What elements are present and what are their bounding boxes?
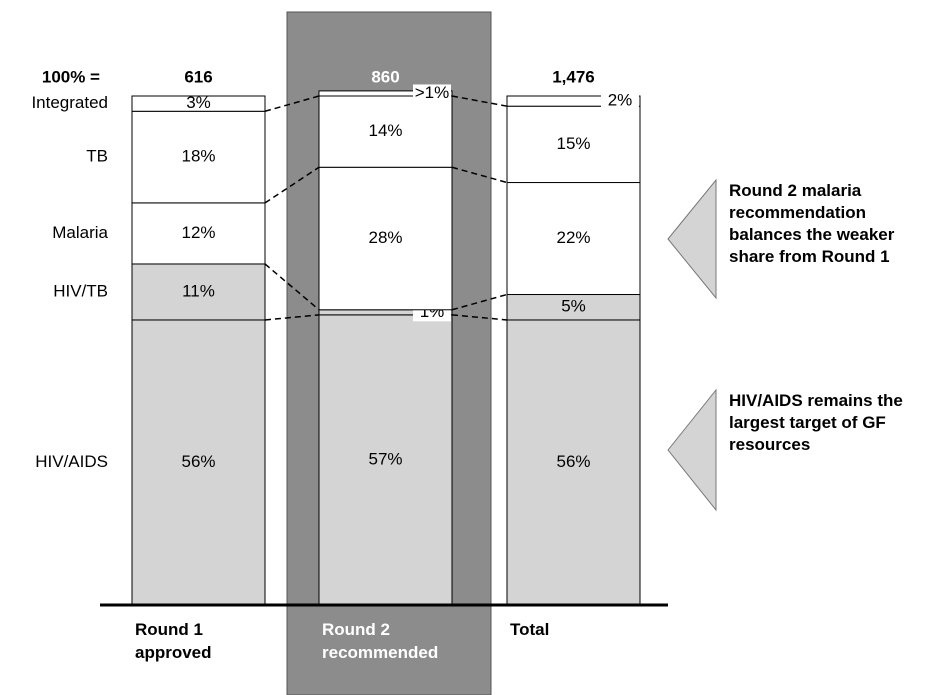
annotation: HIV/AIDS remains the largest target of G…	[729, 391, 903, 454]
bar-segment	[131, 95, 266, 112]
bar-segment	[506, 182, 641, 296]
value-label: 15%	[556, 134, 590, 153]
total-label: 860	[371, 67, 399, 86]
value-label: 3%	[186, 93, 211, 112]
bar-segment	[506, 95, 641, 107]
label-bg	[601, 92, 639, 111]
series-label: HIV/TB	[53, 281, 108, 300]
value-label: >1%	[415, 83, 450, 102]
value-label: 22%	[556, 228, 590, 247]
bar-segment	[506, 319, 641, 606]
category-label: Total	[510, 620, 550, 639]
value-label: 14%	[368, 121, 402, 140]
total-label: 1,476	[552, 67, 595, 86]
bar-segment	[131, 319, 266, 606]
category-label: Round 2 recommended	[322, 620, 439, 662]
value-label: 56%	[556, 452, 590, 471]
annotation: Round 2 malaria recommendation balances …	[729, 181, 895, 266]
category-label: Round 1 approved	[135, 620, 212, 662]
bar-segment	[131, 110, 266, 204]
value-label: 12%	[181, 223, 215, 242]
callout-arrow	[667, 388, 717, 512]
connector	[264, 314, 320, 321]
bar-segment	[131, 202, 266, 265]
bar-segment	[318, 314, 453, 606]
total-label: 616	[184, 67, 212, 86]
bar-segment	[131, 263, 266, 321]
connector	[264, 263, 320, 311]
label-bg	[413, 84, 451, 103]
bar-segment	[318, 90, 453, 97]
bar-segment	[318, 95, 453, 168]
value-label: 5%	[561, 297, 586, 316]
series-label: Malaria	[52, 223, 108, 242]
value-label: 28%	[368, 228, 402, 247]
connector	[264, 166, 320, 204]
value-label: 18%	[181, 147, 215, 166]
bar-segment	[318, 166, 453, 311]
bar-segment	[506, 105, 641, 184]
bar-segment	[506, 294, 641, 321]
value-label: 11%	[182, 281, 215, 300]
value-label: 2%	[608, 91, 633, 110]
series-label: TB	[86, 147, 108, 166]
series-label: Integrated	[31, 93, 108, 112]
value-label: 56%	[181, 452, 215, 471]
value-label: 57%	[368, 449, 402, 468]
total-header: 100% =	[42, 67, 100, 86]
series-label: HIV/AIDS	[35, 452, 108, 471]
callout-arrow	[667, 178, 717, 300]
